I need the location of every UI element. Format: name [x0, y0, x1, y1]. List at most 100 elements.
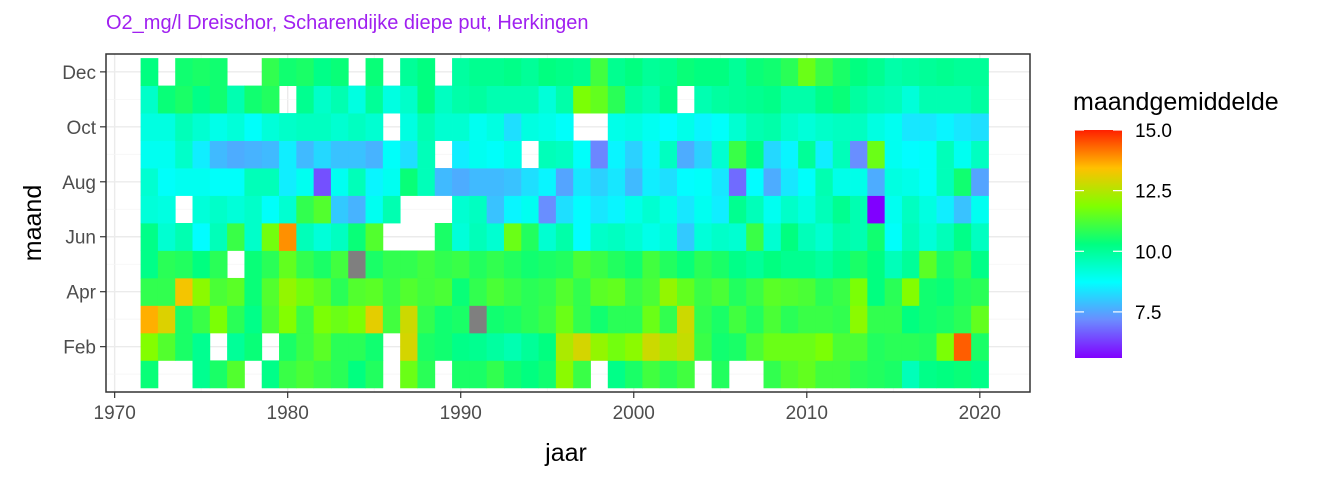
heatmap-tile — [901, 168, 920, 196]
heatmap-tile — [330, 85, 349, 114]
heatmap-tile — [677, 195, 695, 224]
heatmap-tile — [780, 250, 799, 279]
x-axis-title: jaar — [544, 439, 587, 467]
heatmap-tile — [936, 195, 955, 224]
heatmap-tile — [469, 250, 488, 279]
heatmap-tile — [261, 223, 280, 251]
heatmap-tile — [503, 277, 522, 306]
heatmap-tile — [625, 140, 643, 169]
heatmap-tile — [486, 360, 505, 389]
heatmap-tile — [140, 332, 159, 361]
heatmap-tile — [780, 85, 799, 114]
heatmap-tile — [279, 223, 297, 251]
heatmap-tile — [607, 250, 626, 279]
heatmap-tile — [261, 85, 280, 114]
y-tick-label: Aug — [62, 173, 96, 194]
heatmap-tile — [590, 195, 609, 224]
heatmap-tile — [296, 360, 315, 389]
heatmap-tile — [798, 140, 816, 169]
heatmap-tile — [832, 168, 851, 196]
heatmap-tile — [590, 140, 609, 169]
heatmap-tile — [261, 277, 280, 306]
heatmap-tile — [365, 305, 384, 334]
heatmap-tile — [780, 58, 799, 87]
heatmap-tile — [452, 113, 470, 141]
heatmap-tile — [659, 58, 678, 87]
heatmap-tile — [815, 195, 834, 224]
heatmap-tile — [936, 113, 955, 141]
heatmap-tile — [382, 168, 401, 196]
heatmap-tile — [573, 250, 591, 279]
heatmap-tile — [971, 168, 989, 196]
heatmap-tile — [503, 250, 522, 279]
x-tick-label: 1990 — [440, 403, 482, 424]
heatmap-tile — [694, 223, 713, 251]
heatmap-tile — [348, 250, 366, 279]
heatmap-tile — [313, 140, 332, 169]
heatmap-tile — [919, 58, 937, 87]
heatmap-tile — [209, 140, 228, 169]
heatmap-tile — [884, 195, 903, 224]
heatmap-tile — [850, 360, 868, 389]
heatmap-tile — [607, 223, 626, 251]
heatmap-tile — [261, 58, 280, 87]
heatmap-tile — [175, 223, 193, 251]
heatmap-tile — [936, 305, 955, 334]
heatmap-tile — [313, 85, 332, 114]
heatmap-tile — [919, 195, 937, 224]
heatmap-tile — [417, 85, 436, 114]
heatmap-tile — [677, 360, 695, 389]
heatmap-tile — [953, 277, 972, 306]
heatmap-tile — [677, 332, 695, 361]
heatmap-tile — [642, 140, 661, 169]
heatmap-tile — [677, 250, 695, 279]
heatmap-tile — [625, 332, 643, 361]
heatmap-tile — [625, 360, 643, 389]
heatmap-tile — [711, 277, 730, 306]
heatmap-tile — [348, 223, 366, 251]
heatmap-tile — [677, 113, 695, 141]
heatmap-tile — [227, 332, 245, 361]
heatmap-tile — [953, 168, 972, 196]
heatmap-tile — [244, 140, 263, 169]
heatmap-tile — [365, 195, 384, 224]
heatmap-tile — [590, 277, 609, 306]
heatmap-tile — [780, 360, 799, 389]
heatmap-tile — [884, 58, 903, 87]
heatmap-tile — [815, 58, 834, 87]
heatmap-tile — [867, 140, 886, 169]
heatmap-tile — [901, 360, 920, 389]
heatmap-tile — [590, 223, 609, 251]
heatmap-tile — [832, 223, 851, 251]
heatmap-tile — [763, 223, 782, 251]
heatmap-tile — [469, 360, 488, 389]
heatmap-tile — [503, 195, 522, 224]
heatmap-tile — [296, 332, 315, 361]
heatmap-tile — [746, 168, 764, 196]
heatmap-tile — [486, 140, 505, 169]
heatmap-tile — [763, 58, 782, 87]
heatmap-tile — [296, 305, 315, 334]
heatmap-tile — [607, 332, 626, 361]
heatmap-tile — [486, 58, 505, 87]
heatmap-tile — [140, 58, 159, 87]
heatmap-tile — [815, 113, 834, 141]
x-axis: 1970 1980 1990 2000 2010 2020 — [94, 392, 1001, 424]
heatmap-tile — [677, 277, 695, 306]
heatmap-tile — [919, 305, 937, 334]
heatmap-tile — [140, 168, 159, 196]
heatmap-tile — [313, 277, 332, 306]
heatmap-tile — [850, 85, 868, 114]
heatmap-tile — [850, 113, 868, 141]
heatmap-tile — [953, 140, 972, 169]
heatmap-tile — [780, 113, 799, 141]
heatmap-tile — [365, 250, 384, 279]
legend-colorbar — [1075, 130, 1122, 358]
heatmap-tile — [538, 332, 557, 361]
heatmap-tile — [642, 85, 661, 114]
heatmap-tile — [850, 58, 868, 87]
heatmap-tile — [279, 140, 297, 169]
heatmap-tile — [330, 250, 349, 279]
heatmap-tile — [452, 305, 470, 334]
heatmap-tile — [261, 140, 280, 169]
